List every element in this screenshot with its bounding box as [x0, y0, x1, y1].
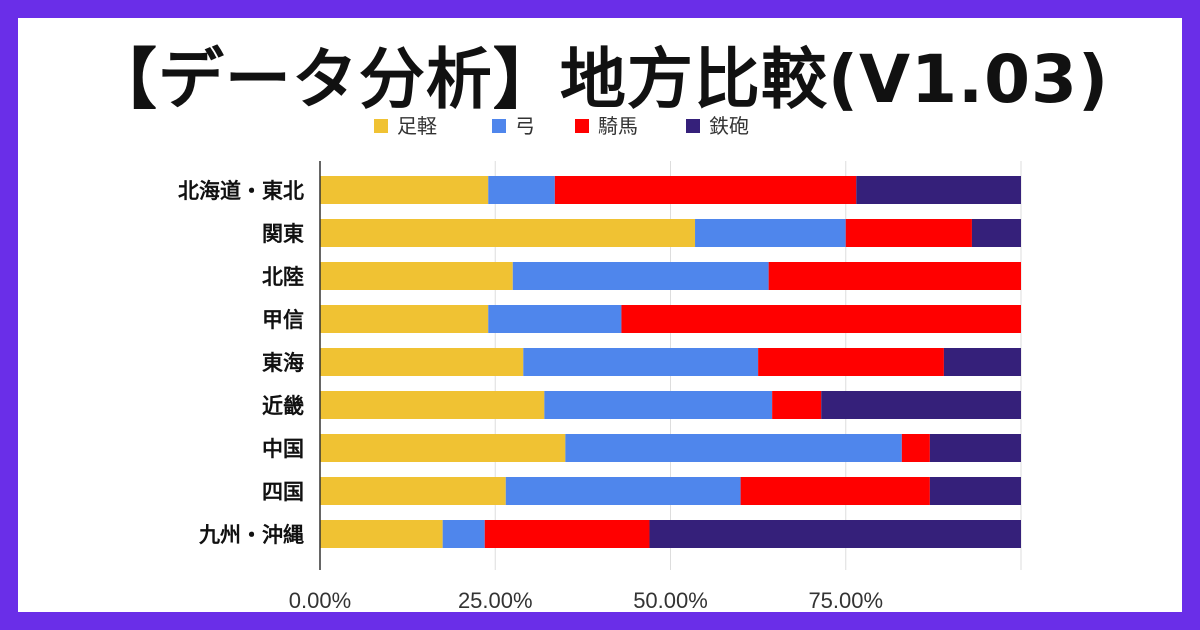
- x-tick-label: 0.00%: [289, 588, 351, 612]
- bar-segment: [320, 520, 443, 548]
- bar-segment: [768, 262, 1021, 290]
- x-tick-label: 50.00%: [633, 588, 708, 612]
- category-label: 北海道・東北: [178, 179, 304, 203]
- bar-segment: [320, 262, 513, 290]
- bar-segment: [929, 477, 1021, 505]
- legend-swatch: [686, 119, 700, 133]
- bar-segment: [821, 391, 1021, 419]
- bar-segment: [856, 176, 1021, 204]
- bar-segment: [320, 176, 489, 204]
- bar-segment: [740, 477, 930, 505]
- chart-card: 【データ分析】地方比較(V1.03) 北海道・東北関東北陸甲信東海近畿中国四国九…: [18, 18, 1182, 612]
- bar-segment: [488, 176, 555, 204]
- category-label: 四国: [262, 480, 304, 504]
- x-tick-label: 75.00%: [808, 588, 883, 612]
- bar-segment: [901, 434, 930, 462]
- bar-segment: [488, 305, 622, 333]
- legend-label: 足軽: [397, 114, 437, 138]
- bar-segment: [621, 305, 1021, 333]
- bar-segment: [943, 348, 1021, 376]
- category-label: 関東: [262, 222, 304, 246]
- legend-label: 弓: [515, 114, 535, 138]
- category-label: 近畿: [262, 394, 304, 418]
- bar-segment: [929, 434, 1021, 462]
- bar-segment: [442, 520, 485, 548]
- bar-segment: [695, 219, 846, 247]
- category-label: 東海: [262, 351, 304, 375]
- legend-label: 騎馬: [598, 114, 638, 138]
- bar-segment: [565, 434, 902, 462]
- bar-segment: [758, 348, 944, 376]
- bar-segment: [512, 262, 769, 290]
- bar-segment: [320, 305, 489, 333]
- legend-swatch: [575, 119, 589, 133]
- bar-segment: [554, 176, 857, 204]
- legend-label: 鉄砲: [709, 114, 749, 138]
- category-label: 北陸: [262, 265, 304, 289]
- bar-segment: [320, 219, 696, 247]
- bar-segment: [320, 391, 545, 419]
- bar-segment: [505, 477, 741, 505]
- category-label: 甲信: [262, 308, 304, 332]
- bar-segment: [971, 219, 1021, 247]
- page-title: 【データ分析】地方比較(V1.03): [90, 41, 1110, 118]
- bar-segment: [484, 520, 650, 548]
- category-label: 中国: [262, 437, 304, 461]
- x-tick-label: 25.00%: [458, 588, 533, 612]
- legend-swatch: [492, 119, 506, 133]
- bar-segment: [320, 434, 566, 462]
- bar-segment: [523, 348, 759, 376]
- category-label: 九州・沖縄: [198, 523, 304, 547]
- bar-segment: [320, 477, 506, 505]
- bar-segment: [845, 219, 972, 247]
- legend-swatch: [374, 119, 388, 133]
- bar-segment: [772, 391, 822, 419]
- bar-segment: [544, 391, 773, 419]
- bar-segment: [320, 348, 524, 376]
- bar-segment: [649, 520, 1021, 548]
